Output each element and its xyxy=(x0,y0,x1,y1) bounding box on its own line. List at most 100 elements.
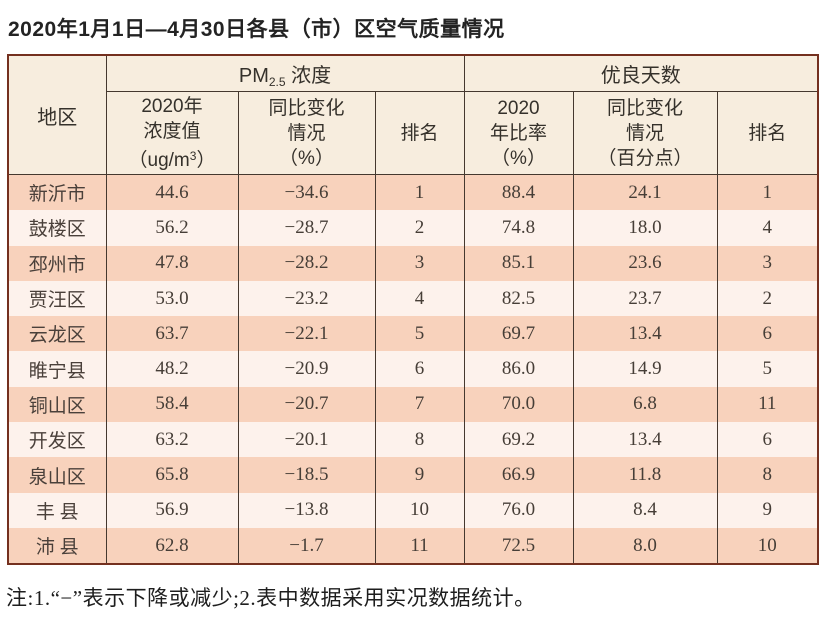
table-row: 睢宁县 48.2 −20.9 6 86.0 14.9 5 xyxy=(7,351,819,387)
table-row: 鼓楼区 56.2 −28.7 2 74.8 18.0 4 xyxy=(7,210,819,246)
pm-value-cell: 56.2 xyxy=(105,210,239,246)
region-cell: 睢宁县 xyxy=(7,351,107,387)
region-cell: 沛 县 xyxy=(7,527,107,565)
page-title: 2020年1月1日—4月30日各县（市）区空气质量情况 xyxy=(8,18,505,41)
days-change-cell: 13.4 xyxy=(572,422,718,458)
group-header-row: 地区 PM2.5 浓度 优良天数 xyxy=(7,54,819,175)
footnote: 注:1.“−”表示下降或减少;2.表中数据采用实况数据统计。 xyxy=(6,586,536,611)
days-ratio-cell: 76.0 xyxy=(463,492,574,528)
days-ratio-cell: 86.0 xyxy=(463,351,574,387)
days-change-cell: 23.6 xyxy=(572,245,718,281)
days-rank-cell: 1 xyxy=(716,174,819,211)
table-body: 新沂市 44.6 −34.6 1 88.4 24.1 1 鼓楼区 56.2 −2… xyxy=(7,174,819,565)
pm-rank-cell: 6 xyxy=(374,351,465,387)
table-row: 铜山区 58.4 −20.7 7 70.0 6.8 11 xyxy=(7,386,819,423)
days-rank-cell: 11 xyxy=(716,386,819,423)
days-ratio-cell: 72.5 xyxy=(463,527,574,565)
pm25-label-suffix: 浓度 xyxy=(285,64,332,87)
air-quality-table: 地区 PM2.5 浓度 优良天数 2020年 浓度值 （ug/m3） 同比变化 … xyxy=(7,54,819,566)
table-row: 沛 县 62.8 −1.7 11 72.5 8.0 10 xyxy=(7,527,819,565)
days-rank-cell: 6 xyxy=(716,422,819,458)
days-ratio-header-line1: 2020 xyxy=(497,97,540,119)
days-change-header-line2: 情况 xyxy=(625,122,664,144)
days-change-cell: 14.9 xyxy=(572,351,718,387)
days-rank-cell: 3 xyxy=(716,245,819,281)
days-rank-cell: 6 xyxy=(716,316,819,352)
pm-rank-column-header: 排名 xyxy=(374,91,465,175)
table-row: 开发区 63.2 −20.1 8 69.2 13.4 6 xyxy=(7,422,819,458)
pm-value-cell: 48.2 xyxy=(105,351,239,387)
pm-change-cell: −23.2 xyxy=(237,280,376,317)
days-rank-cell: 8 xyxy=(716,457,819,493)
pm-change-cell: −28.7 xyxy=(237,210,376,246)
region-column-header: 地区 xyxy=(7,54,107,175)
days-change-cell: 6.8 xyxy=(572,386,718,423)
days-ratio-header-line2: 年比率 xyxy=(489,122,547,144)
pm-value-cell: 44.6 xyxy=(105,174,239,211)
pm-value-unit-prefix: （ug/m xyxy=(128,149,190,171)
pm-value-cell: 63.2 xyxy=(105,422,239,458)
days-change-cell: 24.1 xyxy=(572,174,718,211)
days-rank-cell: 2 xyxy=(716,280,819,317)
pm-value-cell: 63.7 xyxy=(105,316,239,352)
pm25-label-prefix: PM xyxy=(238,64,269,87)
days-rank-cell: 4 xyxy=(716,210,819,246)
table-row: 丰 县 56.9 −13.8 10 76.0 8.4 9 xyxy=(7,492,819,528)
pm-value-cell: 56.9 xyxy=(105,492,239,528)
region-cell: 泉山区 xyxy=(7,457,107,493)
pm-rank-cell: 1 xyxy=(374,174,465,211)
days-change-cell: 18.0 xyxy=(572,210,718,246)
days-ratio-cell: 82.5 xyxy=(463,280,574,317)
pm-rank-cell: 11 xyxy=(374,527,465,565)
days-ratio-cell: 74.8 xyxy=(463,210,574,246)
pm-change-cell: −28.2 xyxy=(237,245,376,281)
pm-change-cell: −34.6 xyxy=(237,174,376,211)
table-row: 新沂市 44.6 −34.6 1 88.4 24.1 1 xyxy=(7,174,819,211)
days-change-cell: 23.7 xyxy=(572,280,718,317)
days-ratio-column-header: 2020 年比率 （%） xyxy=(463,91,574,175)
pm-value-cell: 62.8 xyxy=(105,527,239,565)
table-row: 云龙区 63.7 −22.1 5 69.7 13.4 6 xyxy=(7,316,819,352)
days-change-column-header: 同比变化 情况 （百分点） xyxy=(572,91,718,175)
pm-change-cell: −18.5 xyxy=(237,457,376,493)
pm-change-cell: −20.9 xyxy=(237,351,376,387)
days-ratio-cell: 69.2 xyxy=(463,422,574,458)
pm-change-cell: −1.7 xyxy=(237,527,376,565)
pm-value-column-header: 2020年 浓度值 （ug/m3） xyxy=(105,91,239,175)
pm-change-header-line3: （%） xyxy=(279,147,334,169)
region-cell: 丰 县 xyxy=(7,492,107,528)
region-cell: 云龙区 xyxy=(7,316,107,352)
days-rank-cell: 5 xyxy=(716,351,819,387)
pm-value-unit-sup: 3 xyxy=(189,148,197,163)
pm-value-cell: 58.4 xyxy=(105,386,239,423)
table-row: 贾汪区 53.0 −23.2 4 82.5 23.7 2 xyxy=(7,280,819,317)
pm25-subscript: 2.5 xyxy=(268,74,286,89)
pm-change-header-line2: 情况 xyxy=(287,122,326,144)
sub-header-row: 2020年 浓度值 （ug/m3） 同比变化 情况 （%） 排名 2020 年比… xyxy=(8,91,819,175)
pm-rank-cell: 8 xyxy=(374,422,465,458)
pm-value-cell: 53.0 xyxy=(105,280,239,317)
pm-change-column-header: 同比变化 情况 （%） xyxy=(237,91,376,175)
pm-change-cell: −20.1 xyxy=(237,422,376,458)
table-row: 邳州市 47.8 −28.2 3 85.1 23.6 3 xyxy=(7,245,819,281)
pm-rank-cell: 5 xyxy=(374,316,465,352)
good-days-group-header: 优良天数 xyxy=(463,54,819,92)
days-change-cell: 8.0 xyxy=(572,527,718,565)
pm-value-cell: 65.8 xyxy=(105,457,239,493)
region-cell: 鼓楼区 xyxy=(7,210,107,246)
pm-value-header-line1: 2020年 xyxy=(141,95,203,117)
pm25-group-header: PM2.5 浓度 xyxy=(105,54,465,92)
region-cell: 新沂市 xyxy=(7,174,107,211)
pm-change-cell: −22.1 xyxy=(237,316,376,352)
days-change-cell: 13.4 xyxy=(572,316,718,352)
days-change-cell: 8.4 xyxy=(572,492,718,528)
days-ratio-cell: 70.0 xyxy=(463,386,574,423)
days-ratio-cell: 69.7 xyxy=(463,316,574,352)
region-cell: 邳州市 xyxy=(7,245,107,281)
table-row: 泉山区 65.8 −18.5 9 66.9 11.8 8 xyxy=(7,457,819,493)
days-rank-cell: 10 xyxy=(716,527,819,565)
table-header: 地区 PM2.5 浓度 优良天数 2020年 浓度值 （ug/m3） 同比变化 … xyxy=(7,54,819,175)
days-change-header-line3: （百分点） xyxy=(597,147,693,169)
pm-rank-cell: 2 xyxy=(374,210,465,246)
